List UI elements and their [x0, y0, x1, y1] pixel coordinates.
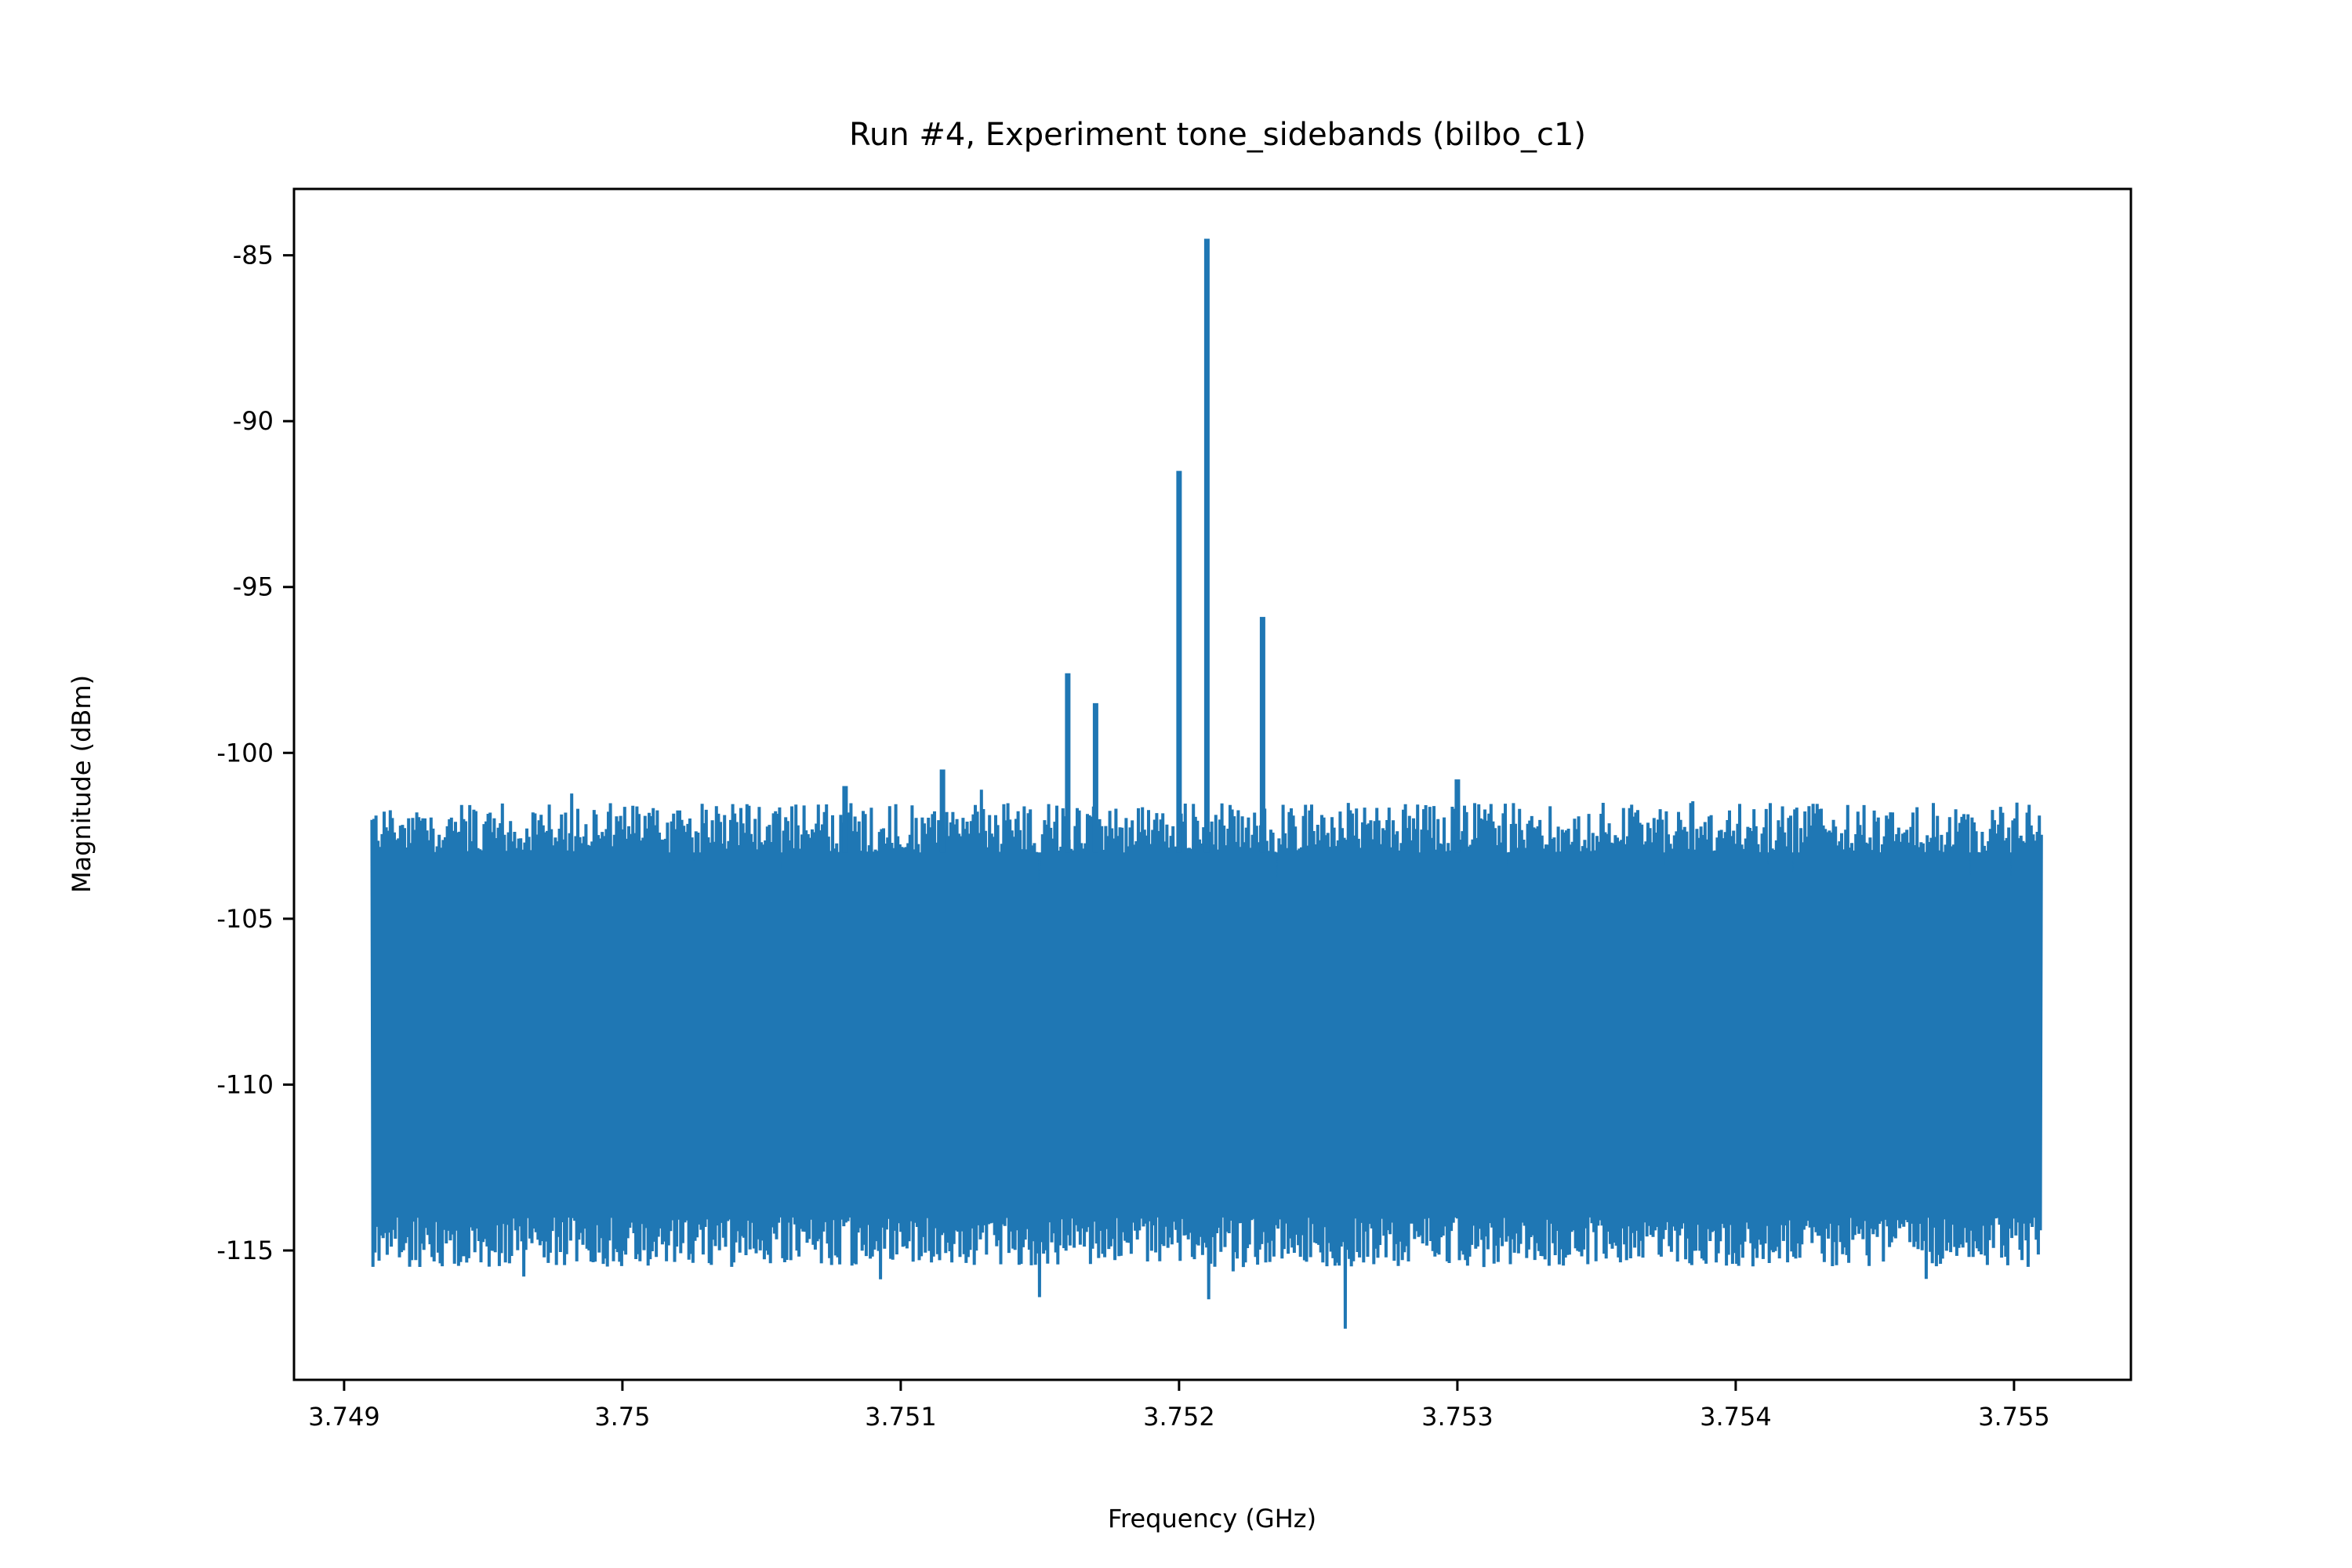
x-tick-label: 3.75	[594, 1402, 650, 1432]
y-tick-label: -90	[233, 406, 274, 436]
y-tick-label: -105	[216, 904, 274, 934]
x-tick-label: 3.755	[1978, 1402, 2050, 1432]
series-line	[370, 789, 2043, 1329]
x-axis-label: Frequency (GHz)	[1108, 1504, 1316, 1534]
x-tick-label: 3.752	[1143, 1402, 1215, 1432]
chart-title: Run #4, Experiment tone_sidebands (bilbo…	[849, 117, 1586, 153]
y-tick-label: -100	[216, 738, 274, 768]
y-axis: -85 -90 -95 -100 -105 -110 -115	[216, 241, 294, 1265]
x-tick-label: 3.754	[1700, 1402, 1772, 1432]
plot-data	[370, 238, 2043, 1329]
y-tick-label: -115	[216, 1236, 274, 1265]
y-axis-label: Magnitude (dBm)	[67, 675, 96, 893]
plot-frame	[292, 187, 2132, 1381]
y-tick-label: -95	[233, 572, 274, 602]
x-axis: 3.749 3.75 3.751 3.752 3.753 3.754 3.755	[308, 1380, 2050, 1432]
y-tick-label: -85	[233, 241, 274, 270]
y-tick-label: -110	[216, 1069, 274, 1099]
x-tick-label: 3.751	[865, 1402, 937, 1432]
peak-lines	[842, 238, 1461, 853]
x-tick-label: 3.753	[1421, 1402, 1494, 1432]
x-tick-label: 3.749	[308, 1402, 380, 1432]
